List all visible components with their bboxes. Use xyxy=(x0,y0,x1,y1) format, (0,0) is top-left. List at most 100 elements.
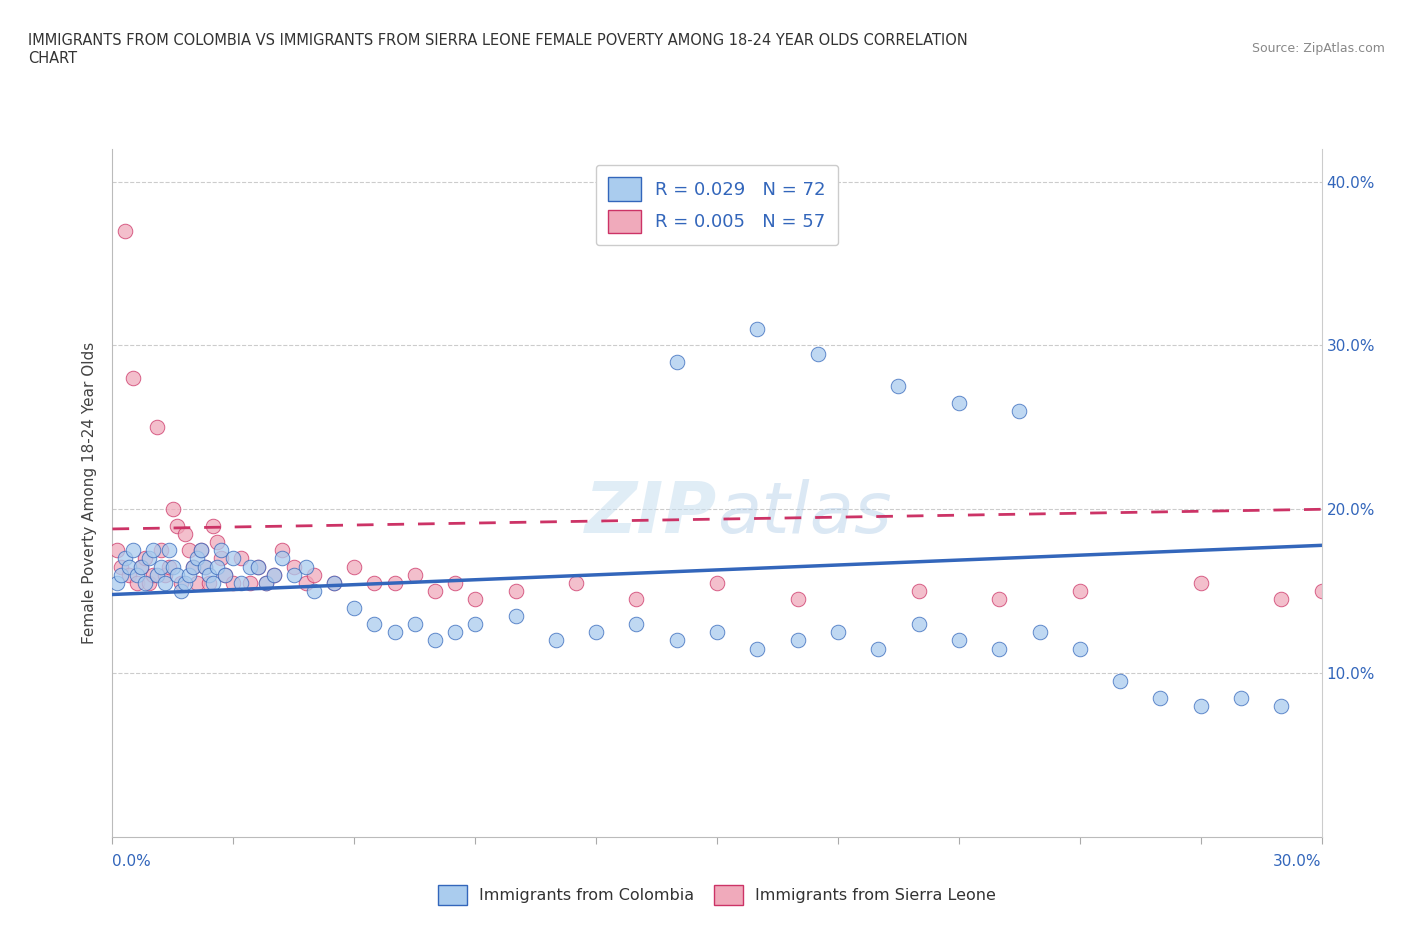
Point xyxy=(157,559,180,574)
Text: 0.0%: 0.0% xyxy=(112,854,152,870)
Point xyxy=(238,559,260,574)
Point xyxy=(170,584,193,599)
Point xyxy=(162,559,184,574)
Point xyxy=(209,551,232,565)
Point xyxy=(323,576,346,591)
Point xyxy=(138,551,160,565)
Text: IMMIGRANTS FROM COLOMBIA VS IMMIGRANTS FROM SIERRA LEONE FEMALE POVERTY AMONG 18: IMMIGRANTS FROM COLOMBIA VS IMMIGRANTS F… xyxy=(28,33,967,47)
Point xyxy=(246,559,269,574)
Point xyxy=(190,543,212,558)
Point xyxy=(827,625,849,640)
Point xyxy=(786,592,808,607)
Point xyxy=(988,641,1011,656)
Point xyxy=(283,559,305,574)
Point xyxy=(170,576,193,591)
Text: 30.0%: 30.0% xyxy=(1274,854,1322,870)
Point xyxy=(166,518,188,533)
Point xyxy=(174,576,197,591)
Point xyxy=(214,567,236,582)
Point xyxy=(209,543,232,558)
Point xyxy=(263,567,285,582)
Point xyxy=(747,641,769,656)
Point xyxy=(166,567,188,582)
Point xyxy=(807,346,830,361)
Point xyxy=(231,576,253,591)
Point xyxy=(129,559,152,574)
Point xyxy=(254,576,277,591)
Point xyxy=(363,617,385,631)
Point xyxy=(190,543,212,558)
Point xyxy=(194,559,217,574)
Point xyxy=(238,576,260,591)
Point xyxy=(786,633,808,648)
Point xyxy=(105,576,128,591)
Point xyxy=(254,576,277,591)
Point xyxy=(1189,698,1212,713)
Point xyxy=(117,559,139,574)
Point xyxy=(202,576,225,591)
Y-axis label: Female Poverty Among 18-24 Year Olds: Female Poverty Among 18-24 Year Olds xyxy=(82,342,97,644)
Legend: Immigrants from Colombia, Immigrants from Sierra Leone: Immigrants from Colombia, Immigrants fro… xyxy=(432,878,1002,911)
Point xyxy=(134,576,156,591)
Point xyxy=(404,567,426,582)
Text: atlas: atlas xyxy=(717,479,891,548)
Point xyxy=(125,576,148,591)
Point xyxy=(202,518,225,533)
Point xyxy=(114,551,136,565)
Point xyxy=(444,576,467,591)
Point xyxy=(114,223,136,238)
Point xyxy=(153,576,176,591)
Point xyxy=(1069,641,1091,656)
Point xyxy=(295,559,318,574)
Point xyxy=(665,633,688,648)
Point xyxy=(464,592,486,607)
Point xyxy=(423,584,446,599)
Point xyxy=(129,559,152,574)
Point xyxy=(1189,576,1212,591)
Point xyxy=(186,576,208,591)
Point xyxy=(146,420,169,435)
Point xyxy=(263,567,285,582)
Point xyxy=(626,592,648,607)
Point xyxy=(544,633,567,648)
Point xyxy=(565,576,588,591)
Point xyxy=(177,567,200,582)
Point xyxy=(505,584,527,599)
Point xyxy=(295,576,318,591)
Point xyxy=(907,584,929,599)
Point xyxy=(1149,690,1171,705)
Point xyxy=(363,576,385,591)
Point xyxy=(142,567,165,582)
Point xyxy=(626,617,648,631)
Point xyxy=(868,641,890,656)
Point xyxy=(174,526,197,541)
Point xyxy=(125,567,148,582)
Point xyxy=(138,576,160,591)
Point xyxy=(222,551,245,565)
Point xyxy=(948,633,970,648)
Point xyxy=(988,592,1011,607)
Point xyxy=(384,576,406,591)
Point xyxy=(207,535,229,550)
Point xyxy=(222,576,245,591)
Point xyxy=(186,551,208,565)
Point xyxy=(198,567,221,582)
Point xyxy=(907,617,929,631)
Point xyxy=(149,559,172,574)
Point xyxy=(181,559,204,574)
Point xyxy=(665,354,688,369)
Point xyxy=(384,625,406,640)
Point xyxy=(198,576,221,591)
Point xyxy=(134,551,156,565)
Point xyxy=(214,567,236,582)
Point xyxy=(157,543,180,558)
Point xyxy=(706,625,728,640)
Point xyxy=(194,559,217,574)
Point xyxy=(464,617,486,631)
Point xyxy=(105,543,128,558)
Point xyxy=(283,567,305,582)
Point xyxy=(110,559,132,574)
Point xyxy=(149,543,172,558)
Point xyxy=(343,600,366,615)
Point xyxy=(585,625,607,640)
